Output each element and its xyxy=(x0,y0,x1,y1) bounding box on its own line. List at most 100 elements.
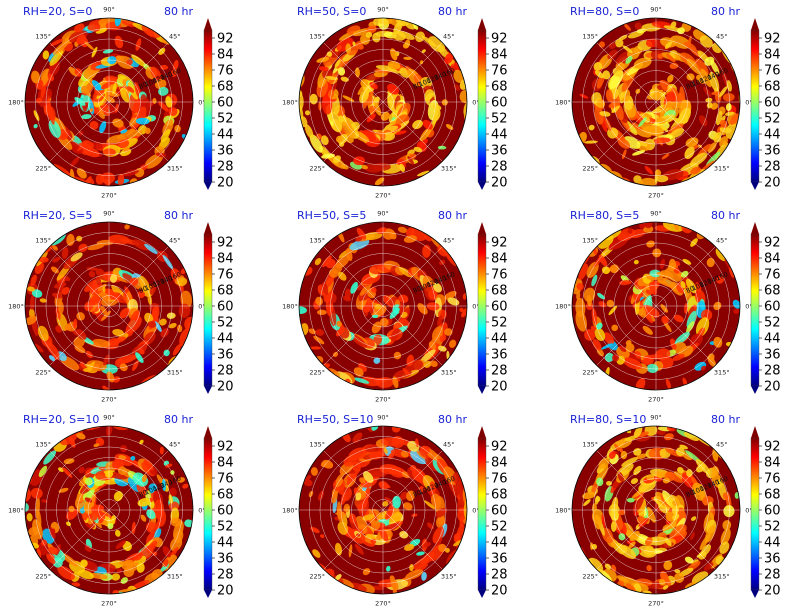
contour-blob xyxy=(633,259,639,265)
contour-blob xyxy=(619,447,624,453)
colorbar-tick-label: 52 xyxy=(491,520,508,535)
panel-7: RH=20, S=10 80 hr 90° 45° 0° 315° 270° 225° 180°… xyxy=(8,413,233,608)
contour-blob xyxy=(605,480,612,486)
contour-blob xyxy=(345,43,352,54)
angular-tick-label: 90° xyxy=(103,210,115,218)
contour-blob xyxy=(591,308,598,325)
contour-blob xyxy=(466,527,467,539)
contour-blob xyxy=(406,490,415,502)
contour-blob xyxy=(402,367,411,377)
contour-blob xyxy=(393,351,402,360)
contour-blob xyxy=(336,320,343,327)
contour-blob xyxy=(362,568,371,576)
colorbar-extend-min xyxy=(204,590,212,598)
contour-blob xyxy=(618,34,628,41)
contour-blob xyxy=(139,439,144,445)
contour-blob xyxy=(379,528,389,542)
colorbar-tick-label: 52 xyxy=(217,112,234,127)
angular-gridline xyxy=(382,42,443,103)
contour-blob xyxy=(403,502,413,511)
colorbar-tick-label: 28 xyxy=(764,568,781,583)
angular-tick-label: 225° xyxy=(309,572,325,580)
contour-blob xyxy=(604,563,612,570)
contour-blob xyxy=(740,280,752,298)
panel-title: RH=80, S=0 xyxy=(570,5,639,18)
angular-tick-label: 0° xyxy=(745,507,752,515)
contour-blob xyxy=(90,294,100,306)
angular-tick-label: 270° xyxy=(648,600,664,608)
colorbar-tick-label: 28 xyxy=(764,364,781,379)
contour-blob xyxy=(172,344,182,356)
contour-blob xyxy=(169,487,177,497)
angular-tick-label: 90° xyxy=(103,6,115,14)
contour-blob xyxy=(118,561,133,567)
radial-tick-label: 80 xyxy=(138,488,149,499)
contour-blob xyxy=(349,513,357,524)
angular-tick-label: 0° xyxy=(745,303,752,311)
contour-blob xyxy=(335,135,343,143)
contour-blob xyxy=(78,243,88,252)
contour-blob xyxy=(416,551,425,556)
contour-blob xyxy=(659,258,666,269)
contour-blob xyxy=(9,119,20,131)
contour-blob xyxy=(417,170,430,177)
colorbar-tick-label: 28 xyxy=(217,364,234,379)
contour-blob xyxy=(463,500,467,522)
contour-blob xyxy=(28,526,40,536)
contour-blob xyxy=(371,321,382,334)
contour-blob xyxy=(144,127,151,135)
angular-tick-label: 45° xyxy=(443,441,455,449)
contour-blob xyxy=(135,117,150,125)
contour-blob xyxy=(593,62,603,71)
contour-blob xyxy=(144,153,164,169)
angular-gridline xyxy=(655,101,716,162)
contour-blob xyxy=(73,318,78,329)
contour-blob xyxy=(101,81,113,90)
colorbar-tick-label: 44 xyxy=(764,536,781,551)
contour-blob xyxy=(430,360,438,367)
colorbar-tick-label: 84 xyxy=(491,456,508,471)
contour-blob xyxy=(25,315,38,326)
polar-frame xyxy=(298,17,468,187)
contour-blob xyxy=(598,254,608,267)
contour-blob xyxy=(125,129,138,140)
colorbar-tick-label: 52 xyxy=(764,316,781,331)
contour-blob xyxy=(680,270,689,278)
contour-blob xyxy=(52,245,58,251)
contour-blob xyxy=(336,472,345,482)
contour-blob xyxy=(176,277,188,287)
colorbar xyxy=(750,29,760,183)
colorbar-tick-label: 28 xyxy=(217,568,234,583)
angular-gridline xyxy=(323,101,384,162)
contour-blob xyxy=(310,526,320,534)
contour-blob xyxy=(621,457,639,467)
contour-blob xyxy=(456,555,464,564)
contour-blob xyxy=(673,267,680,274)
contour-blob xyxy=(720,528,731,546)
contour-blob xyxy=(154,79,167,90)
contour-blob xyxy=(365,25,377,34)
contour-blob xyxy=(359,477,366,484)
contour-blob xyxy=(384,496,395,505)
contour-blob xyxy=(644,165,653,175)
contour-blob xyxy=(588,124,595,131)
contour-blob xyxy=(415,438,419,448)
contour-blob xyxy=(112,329,124,337)
contour-blob xyxy=(25,125,27,143)
contour-blob xyxy=(310,467,318,476)
contour-blob xyxy=(619,280,632,286)
angular-tick-label: 180° xyxy=(8,507,24,515)
contour-blob xyxy=(154,321,162,333)
contour-blob xyxy=(633,465,642,476)
contour-blob xyxy=(64,324,72,331)
contour-blob xyxy=(560,111,568,132)
contour-blob xyxy=(95,268,105,276)
contour-blob xyxy=(315,328,325,336)
colorbar-tick-label: 68 xyxy=(491,488,508,503)
contour-blob xyxy=(170,69,178,77)
contour-blob xyxy=(378,481,389,490)
contour-blob xyxy=(656,430,666,435)
panel-title: RH=20, S=10 xyxy=(23,413,99,426)
angular-gridline xyxy=(323,450,384,511)
